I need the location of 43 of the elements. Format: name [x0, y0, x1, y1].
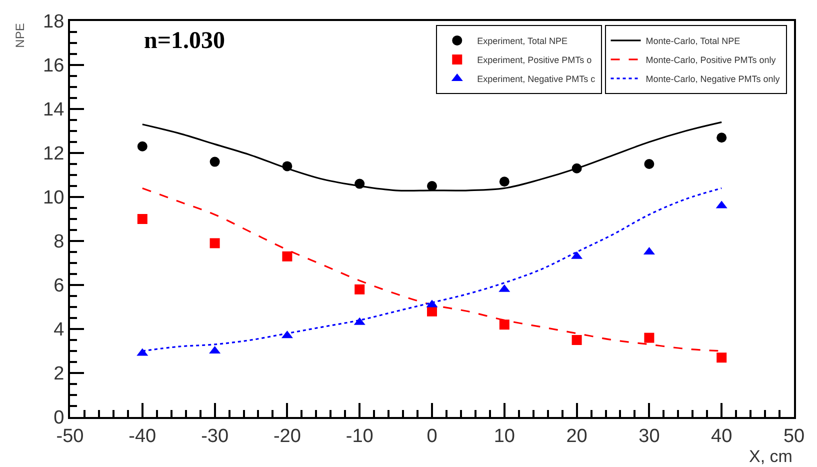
y-tick-label: 14: [43, 100, 65, 121]
legend-label: Experiment, Negative PMTs c: [477, 74, 596, 84]
y-tick-label: 8: [54, 232, 64, 253]
legend-label: Monte-Carlo, Positive PMTs only: [646, 54, 776, 65]
y-tick-label: 6: [54, 276, 64, 297]
legend-label: Experiment, Positive PMTs o: [477, 54, 592, 65]
legend-label: Monte-Carlo, Negative PMTs only: [646, 74, 780, 84]
point: [137, 141, 148, 152]
y-tick-label: 16: [43, 56, 64, 77]
x-tick-label: -30: [201, 426, 229, 447]
y-tick-label: 10: [43, 188, 64, 209]
x-tick-label: 0: [426, 426, 438, 447]
y-tick-label: 18: [43, 12, 64, 33]
x-tick-label: 10: [494, 426, 515, 447]
y-tick-label: 12: [43, 144, 64, 165]
line-series: [142, 121, 722, 192]
point: [716, 132, 727, 143]
x-tick-label: 40: [711, 426, 732, 447]
point: [137, 214, 148, 224]
point: [644, 159, 654, 169]
y-axis-title: NPE: [12, 23, 27, 48]
annotation: n=1.030: [144, 28, 226, 54]
point: [354, 284, 365, 294]
x-tick-label: -10: [346, 426, 374, 447]
x-tick-label: 30: [638, 426, 660, 447]
x-tick-label: -40: [128, 426, 156, 447]
point: [499, 176, 510, 187]
point: [644, 332, 654, 343]
point: [427, 306, 437, 316]
x-axis-title: X, cm: [749, 447, 792, 466]
x-tick-label: 20: [566, 426, 588, 447]
point: [210, 238, 220, 248]
point: [716, 352, 727, 363]
point: [282, 251, 292, 262]
point: [572, 335, 582, 345]
x-tick-label: 50: [783, 426, 805, 447]
legend-label: Monte-Carlo, Total NPE: [646, 36, 740, 46]
point: [499, 320, 510, 330]
y-tick-label: 4: [54, 320, 65, 341]
legend-label: Experiment, Total NPE: [477, 36, 568, 46]
x-tick-label: -20: [273, 426, 301, 447]
y-tick-label: 2: [54, 364, 64, 385]
point: [210, 156, 220, 167]
